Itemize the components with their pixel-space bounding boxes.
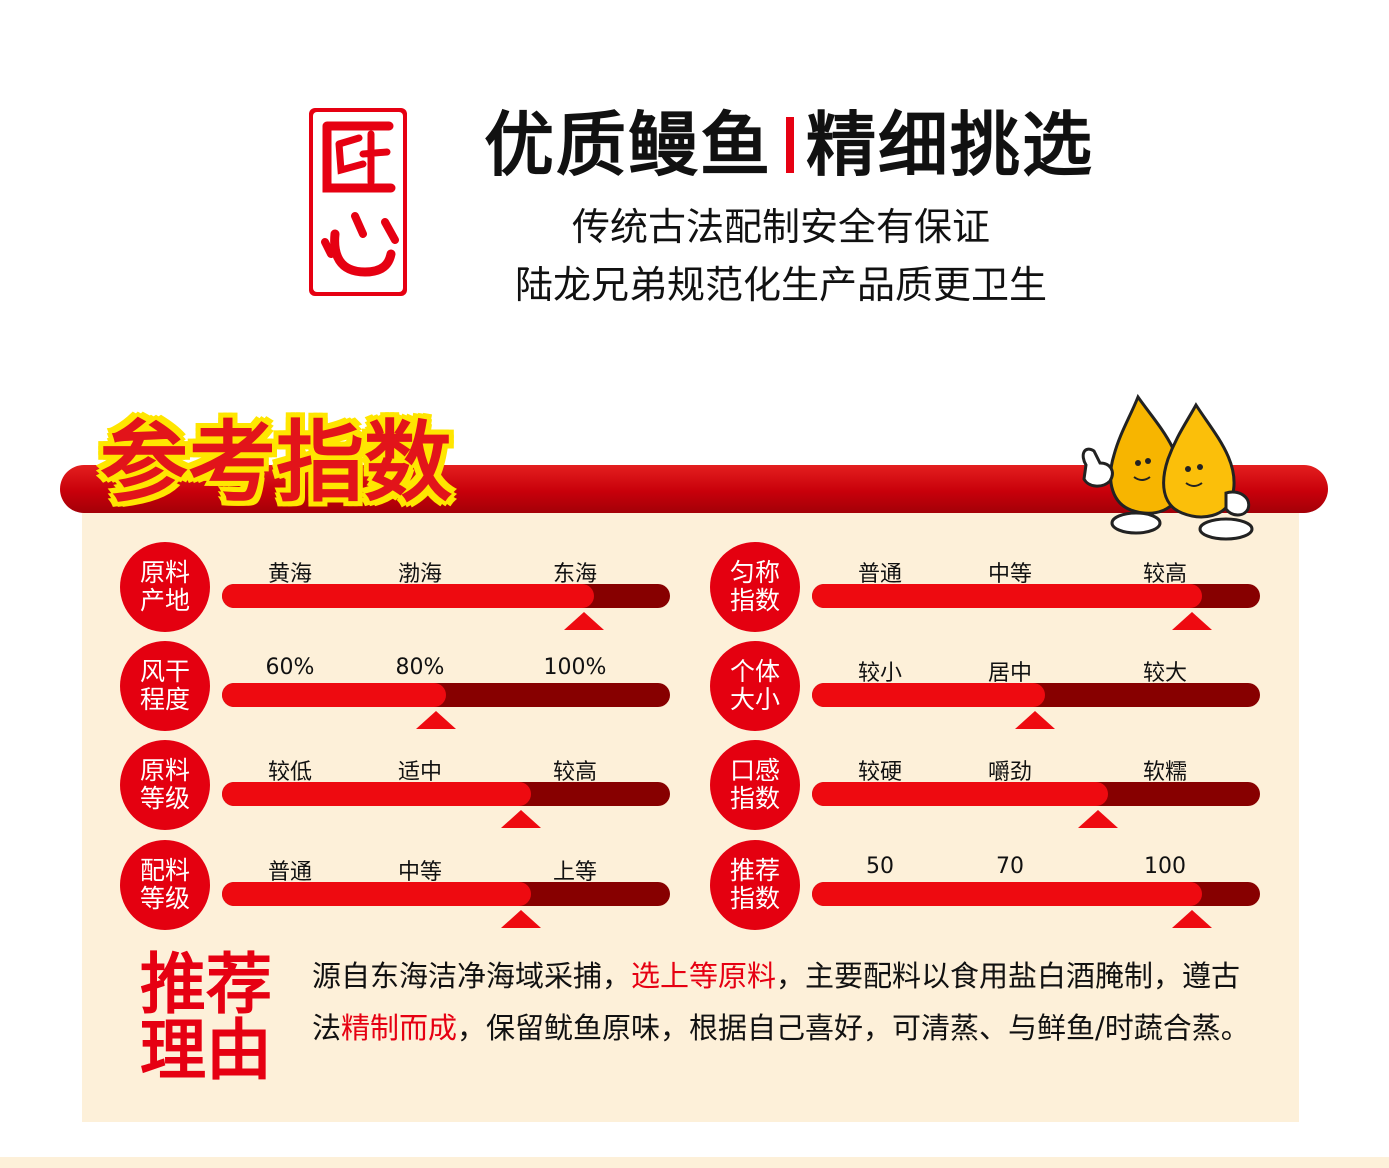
rating-title-badge: 个体大小 <box>710 641 800 731</box>
rating-track <box>222 882 670 906</box>
rating-row: 原料等级 较低 适中 较高 <box>120 740 680 840</box>
rating-scale-label: 100% <box>543 655 607 680</box>
rating-row: 口感指数 较硬 嚼劲 软糯 <box>710 740 1270 840</box>
rating-fill <box>812 584 1202 608</box>
rating-row: 风干程度 60% 80% 100% <box>120 641 680 741</box>
footer-strip <box>0 1157 1389 1168</box>
rating-pointer <box>1171 612 1212 630</box>
subtitle-1: 传统古法配制安全有保证 <box>571 205 990 249</box>
headline-divider <box>786 117 794 173</box>
rating-pointer <box>563 612 604 630</box>
subtitle-2: 陆龙兄弟规范化生产品质更卫生 <box>514 263 1047 307</box>
rating-scale-label: 较硬 <box>857 760 903 785</box>
rating-scale-label: 较小 <box>857 661 903 686</box>
rating-scale-label: 50 <box>866 854 894 879</box>
rec-text-3: ，保留鱿鱼原味，根据自己喜好，可清蒸、与鲜鱼/时蔬合蒸。 <box>457 1011 1250 1045</box>
rating-title: 原料产地 <box>139 558 190 615</box>
mascot-illustration <box>1081 393 1254 541</box>
rating-pointer <box>1171 910 1212 928</box>
rating-fill <box>222 782 532 806</box>
recommendation-title: 推荐 理由 <box>140 952 280 1084</box>
section-title: 参考指数 <box>100 411 453 514</box>
rating-track <box>812 782 1260 806</box>
rating-scale-label: 嚼劲 <box>987 760 1033 785</box>
rec-text-2: ，主要配料以食用盐白酒腌制，遵古法 <box>312 959 1241 1045</box>
rating-fill <box>222 584 594 608</box>
rating-title: 配料等级 <box>139 856 190 913</box>
rating-title-badge: 原料等级 <box>120 740 210 830</box>
rec-highlight-2: 精制而成 <box>341 1011 458 1045</box>
headline-right: 精细挑选 <box>806 104 1094 186</box>
rating-title: 推荐指数 <box>729 856 780 913</box>
rating-scale-label: 较高 <box>552 760 598 785</box>
rating-title: 口感指数 <box>729 756 780 813</box>
rating-track <box>222 683 670 707</box>
recommendation-title-line1: 推荐 <box>140 946 272 1023</box>
rating-scale-label: 上等 <box>552 860 598 885</box>
rating-title-badge: 口感指数 <box>710 740 800 830</box>
rating-title-badge: 匀称指数 <box>710 542 800 632</box>
rating-row: 配料等级 普通 中等 上等 <box>120 840 680 940</box>
seal-stamp <box>309 108 407 296</box>
rating-track <box>222 584 670 608</box>
headline: 优质鳗鱼 精细挑选 <box>484 103 1092 187</box>
rating-scale-label: 中等 <box>987 562 1033 587</box>
rating-row: 推荐指数 50 70 100 <box>710 840 1270 940</box>
rating-scale-label: 东海 <box>552 562 598 587</box>
rating-scale-label: 80% <box>395 655 445 680</box>
headline-left: 优质鳗鱼 <box>484 104 772 186</box>
rating-title-badge: 原料产地 <box>120 542 210 632</box>
rating-row: 匀称指数 普通 中等 较高 <box>710 542 1270 642</box>
rating-row: 个体大小 较小 居中 较大 <box>710 641 1270 741</box>
rating-title-badge: 推荐指数 <box>710 840 800 930</box>
recommendation-title-line2: 理由 <box>140 1012 272 1089</box>
rating-scale-label: 适中 <box>397 760 443 785</box>
rating-scale-label: 渤海 <box>397 562 443 587</box>
rating-title-badge: 风干程度 <box>120 641 210 731</box>
rating-fill <box>812 683 1045 707</box>
rating-track <box>222 782 670 806</box>
rating-scale-label: 60% <box>265 655 315 680</box>
rating-scale-label: 100 <box>1144 854 1186 879</box>
rating-scale-label: 软糯 <box>1142 760 1188 785</box>
recommendation-text: 源自东海洁净海域采捕，选上等原料，主要配料以食用盐白酒腌制，遵古法精制而成，保留… <box>312 950 1262 1054</box>
rating-scale-label: 居中 <box>987 661 1033 686</box>
rating-fill <box>812 782 1108 806</box>
rating-pointer <box>1014 711 1055 729</box>
rating-title: 原料等级 <box>139 756 190 813</box>
rating-track <box>812 584 1260 608</box>
rating-fill <box>222 882 532 906</box>
rating-scale-label: 普通 <box>267 860 313 885</box>
rating-scale-label: 中等 <box>397 860 443 885</box>
rating-scale-label: 较高 <box>1142 562 1188 587</box>
rating-title: 个体大小 <box>729 657 780 714</box>
rating-pointer <box>501 910 542 928</box>
rating-title: 风干程度 <box>139 657 190 714</box>
rating-row: 原料产地 黄海 渤海 东海 <box>120 542 680 642</box>
rating-scale-label: 较大 <box>1142 661 1188 686</box>
rating-pointer <box>416 711 456 729</box>
rating-pointer <box>501 810 542 828</box>
rating-scale-label: 黄海 <box>267 562 313 587</box>
rating-fill <box>812 882 1202 906</box>
rating-track <box>812 683 1260 707</box>
rating-pointer <box>1077 810 1118 828</box>
rating-scale-label: 70 <box>996 854 1024 879</box>
rating-scale-label: 普通 <box>857 562 903 587</box>
rec-highlight-1: 选上等原料 <box>631 959 777 993</box>
rating-title-badge: 配料等级 <box>120 840 210 930</box>
rec-text-1: 源自东海洁净海域采捕， <box>312 959 632 993</box>
rating-scale-label: 较低 <box>267 760 313 785</box>
rating-fill <box>222 683 446 707</box>
rating-title: 匀称指数 <box>729 558 780 615</box>
rating-track <box>812 882 1260 906</box>
